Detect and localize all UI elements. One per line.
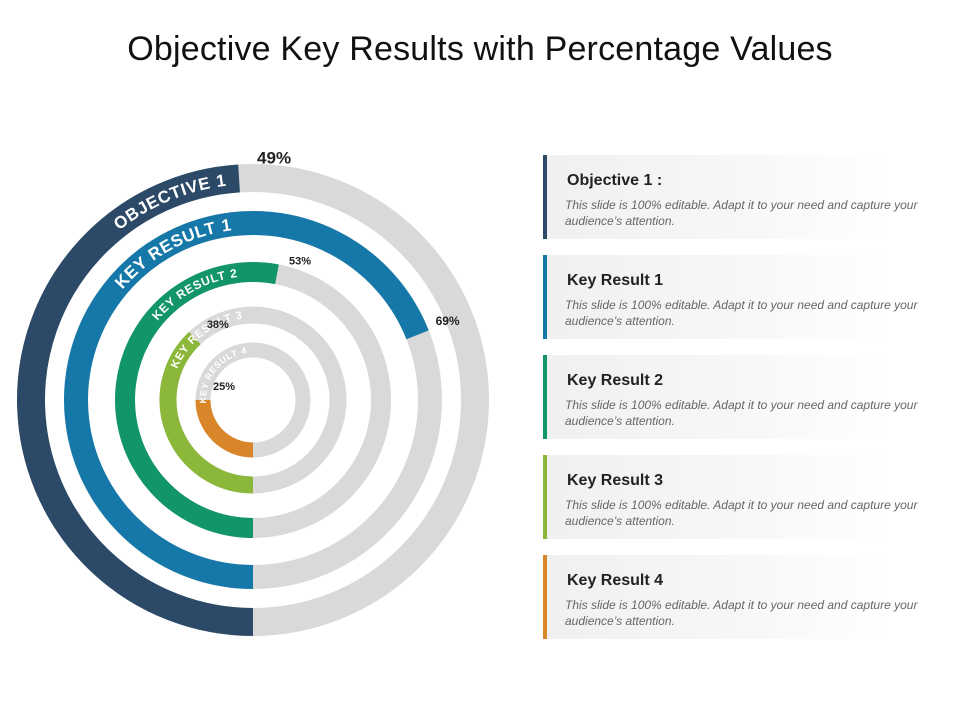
- card-key-result-3: Key Result 3 This slide is 100% editable…: [543, 455, 917, 539]
- card-title: Key Result 4: [567, 572, 664, 589]
- page-title: Objective Key Results with Percentage Va…: [127, 30, 833, 68]
- card-objective-1: Objective 1 : This slide is 100% editabl…: [543, 155, 917, 239]
- ring-value-objective-1: 49%: [257, 148, 291, 167]
- card-description: This slide is 100% editable. Adapt it to…: [565, 398, 918, 428]
- card-title: Objective 1 :: [567, 172, 663, 189]
- ring-arc-objective-1: [17, 164, 254, 636]
- okr-radial-chart: OBJECTIVE 149%KEY RESULT 169%KEY RESULT …: [17, 148, 489, 636]
- ring-value-key-result-2: 53%: [289, 255, 311, 267]
- ring-value-key-result-3: 38%: [207, 319, 229, 331]
- ring-arc-key-result-1: [64, 211, 429, 589]
- ring-arc-key-result-4: [195, 399, 254, 458]
- card-description: This slide is 100% editable. Adapt it to…: [565, 298, 918, 328]
- ring-arc-key-result-3: [159, 331, 254, 494]
- card-description: This slide is 100% editable. Adapt it to…: [565, 498, 918, 528]
- card-title: Key Result 1: [567, 272, 664, 289]
- card-title: Key Result 3: [567, 472, 664, 489]
- card-description: This slide is 100% editable. Adapt it to…: [565, 598, 918, 628]
- card-key-result-2: Key Result 2 This slide is 100% editable…: [543, 355, 917, 439]
- ring-value-key-result-4: 25%: [213, 381, 235, 393]
- card-key-result-1: Key Result 1 This slide is 100% editable…: [543, 255, 917, 339]
- card-description: This slide is 100% editable. Adapt it to…: [565, 198, 918, 228]
- ring-arc-key-result-2: [115, 262, 279, 538]
- card-title: Key Result 2: [567, 372, 664, 389]
- ring-label-key-result-4: KEY RESULT 4: [198, 345, 248, 403]
- card-key-result-4: Key Result 4 This slide is 100% editable…: [543, 555, 917, 639]
- ring-value-key-result-1: 69%: [436, 314, 460, 328]
